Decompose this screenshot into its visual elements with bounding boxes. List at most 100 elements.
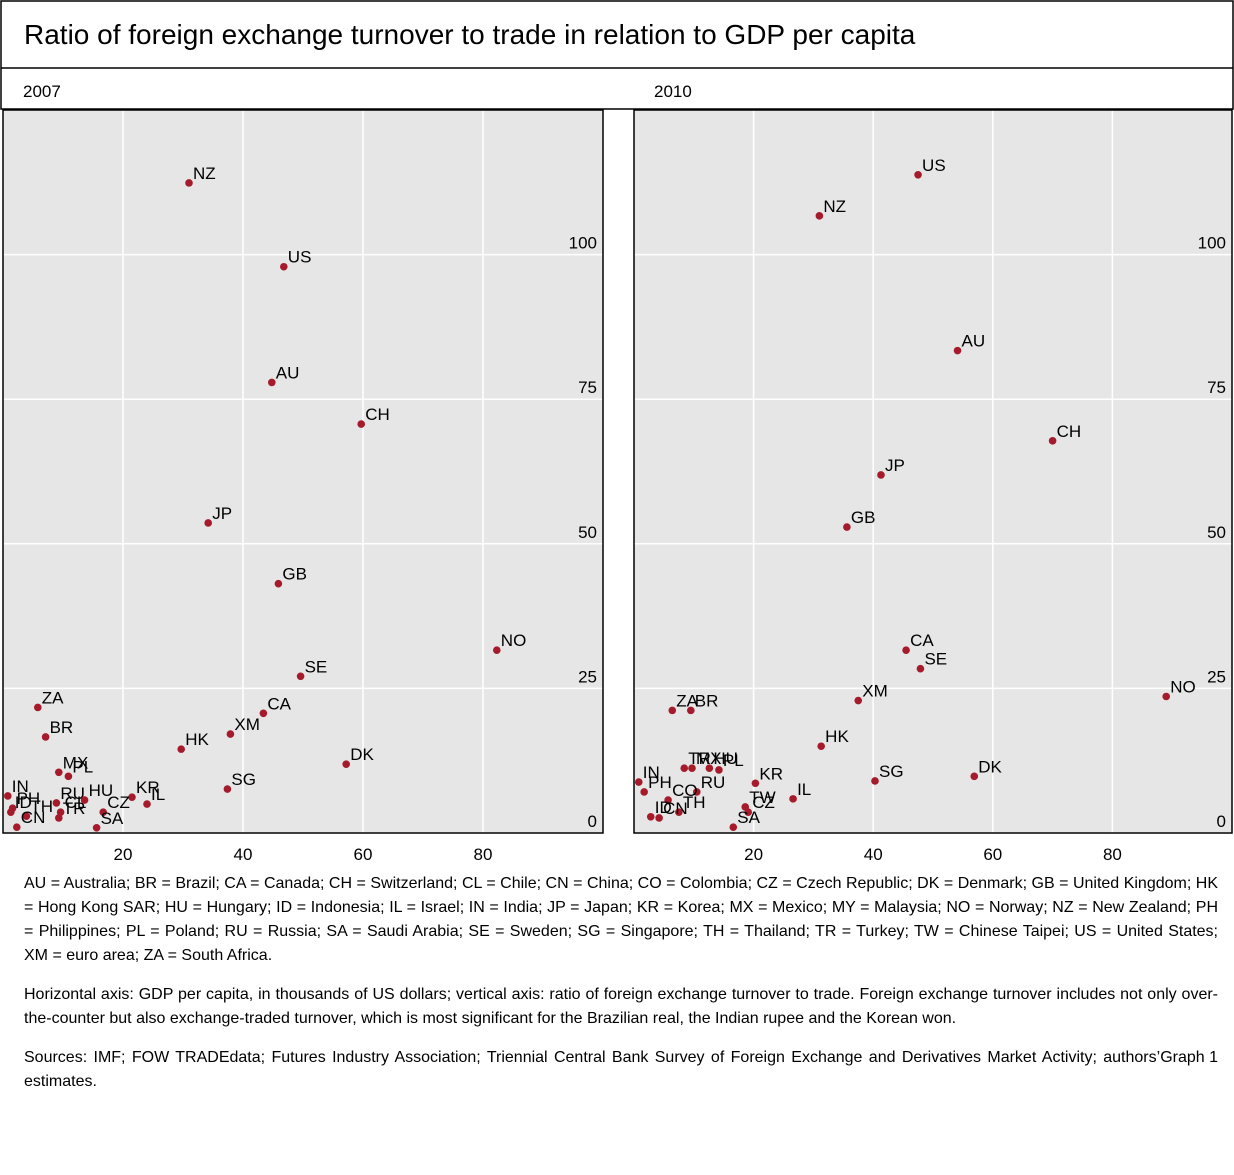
point-label: MX — [63, 753, 89, 772]
point-label: CO — [672, 781, 698, 800]
point — [22, 812, 31, 821]
point — [744, 808, 753, 816]
point-label: DK — [350, 745, 374, 764]
plot-border — [2, 109, 604, 834]
point-label: CA — [910, 631, 934, 650]
point — [1162, 692, 1171, 701]
point — [687, 706, 695, 715]
point-label: PH — [648, 773, 672, 792]
point-label: SG — [879, 762, 904, 781]
x-tick-label: 40 — [864, 845, 883, 864]
x-tick-label: 80 — [1103, 845, 1122, 864]
point — [34, 703, 42, 712]
point — [953, 346, 962, 355]
point-label: JP — [212, 504, 232, 523]
point — [342, 760, 351, 768]
point — [789, 795, 797, 803]
point-label: SE — [305, 657, 328, 676]
point-label: TH — [683, 793, 706, 812]
point-label: ID — [655, 798, 672, 817]
plot-border — [633, 109, 1233, 834]
y-tick-label: 0 — [1217, 812, 1226, 831]
point-label: TR — [688, 749, 711, 768]
point-label: KR — [759, 764, 783, 783]
point-label: GB — [282, 565, 307, 584]
point — [729, 823, 738, 832]
point — [92, 823, 101, 832]
point-label: AU — [276, 363, 300, 382]
point-label: XM — [234, 715, 260, 734]
point-label: PH — [17, 789, 41, 808]
note: AU = Australia; BR = Brazil; CA = Canada… — [24, 875, 1218, 964]
plot-area — [634, 110, 1232, 833]
chart: Ratio of foreign exchange turnover to tr… — [0, 0, 1234, 864]
point-label: CH — [365, 405, 390, 424]
point — [7, 808, 15, 816]
plot-area — [3, 110, 603, 833]
point-label: IN — [12, 777, 29, 796]
point — [128, 793, 136, 801]
point — [843, 523, 851, 531]
point-label: DK — [978, 757, 1002, 776]
point — [1048, 437, 1057, 445]
point — [274, 579, 283, 588]
point-label: CZ — [107, 793, 130, 812]
x-tick-label: 80 — [474, 845, 493, 864]
point — [902, 646, 910, 655]
point-label: ZA — [42, 688, 64, 707]
point-label: SG — [231, 770, 256, 789]
point — [56, 808, 65, 816]
point — [914, 170, 922, 179]
point — [634, 778, 643, 786]
point — [99, 808, 107, 816]
point-label: US — [288, 248, 312, 267]
point-label: GB — [851, 508, 876, 527]
point-label: ZA — [676, 691, 698, 710]
point-label: ID — [15, 793, 32, 812]
point — [259, 709, 268, 718]
point-label: TW — [749, 788, 775, 807]
y-tick-label: 50 — [1207, 523, 1226, 542]
point-label: XM — [862, 682, 888, 701]
panel-title: 2010 — [654, 82, 692, 101]
point — [204, 519, 212, 527]
point — [177, 745, 185, 753]
point — [688, 764, 696, 773]
point — [185, 179, 193, 187]
point — [268, 378, 276, 387]
point-label: PL — [723, 751, 744, 770]
graph-label: Graph 1 — [1160, 1049, 1218, 1066]
point — [680, 764, 689, 773]
point — [55, 768, 63, 777]
point — [357, 420, 366, 428]
x-tick-label: 20 — [744, 845, 763, 864]
point — [692, 788, 701, 796]
point-label: CH — [1057, 422, 1082, 441]
point-label: IL — [797, 780, 811, 799]
frame — [0, 0, 1234, 110]
point — [815, 212, 824, 220]
point-label: CN — [21, 808, 46, 827]
point-label: HU — [713, 749, 738, 768]
y-tick-label: 50 — [578, 523, 597, 542]
x-tick-label: 60 — [983, 845, 1002, 864]
point — [877, 471, 885, 479]
point — [675, 808, 683, 816]
point-label: SE — [924, 650, 947, 669]
point — [854, 696, 863, 705]
point — [871, 777, 879, 785]
point-label: CL — [65, 793, 87, 812]
x-tick-label: 20 — [114, 845, 133, 864]
y-tick-label: 100 — [569, 234, 597, 253]
point — [4, 792, 12, 800]
point-label: BR — [50, 718, 74, 737]
sources: Sources: IMF; FOW TRADEdata; Futures Ind… — [24, 1049, 1161, 1090]
point — [751, 779, 760, 788]
point-label: IN — [643, 763, 660, 782]
x-tick-label: 60 — [354, 845, 373, 864]
point — [55, 814, 63, 822]
point — [226, 730, 235, 738]
y-tick-label: 25 — [1207, 667, 1226, 686]
point-label: US — [922, 156, 946, 175]
point — [143, 800, 151, 808]
